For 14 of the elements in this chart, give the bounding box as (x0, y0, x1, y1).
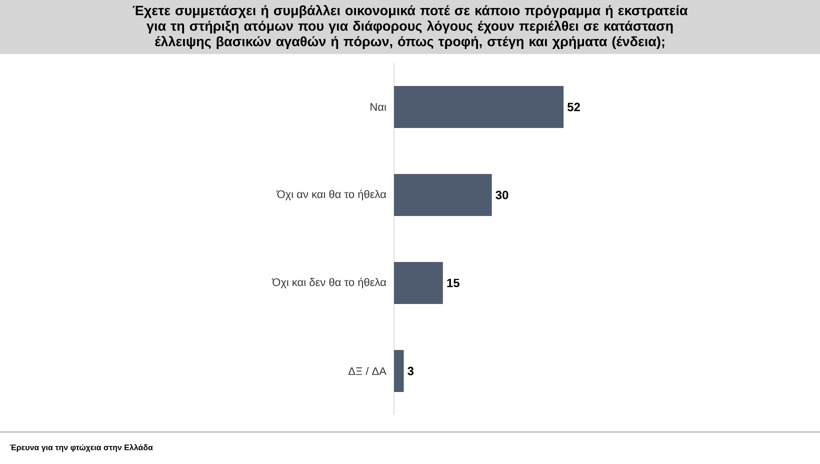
chart-title: Έχετε συμμετάσχει ή συμβάλλει οικονομικά ποτέ σε κάποιο πρόγραμμα ή εκστρατεία για τη στήριξη ατόμων που για διάφορους λόγους έχουν περιέλθει σε κατάσταση έλλειψης βασικών αγαθών ή πόρων, όπως τροφή, στέγη και χρήματα (ένδεια); (132, 5, 688, 49)
bar (394, 350, 404, 392)
y-tick-label: Όχι και δεν θα το ήθελα (272, 278, 386, 288)
y-tick-label: Όχι αν και θα το ήθελα (276, 190, 386, 200)
bar (394, 174, 492, 216)
text: Έρευνα για την φτώχεια στην Ελλάδα (10, 444, 153, 452)
y-tick-label: ΔΞ / ΔΑ (348, 366, 386, 376)
data-label: 15 (447, 278, 460, 288)
bar (394, 262, 443, 304)
data-label: 52 (567, 102, 580, 112)
data-label: 30 (496, 190, 508, 200)
bar (394, 86, 564, 128)
data-label: 3 (408, 366, 414, 376)
y-tick-label: Ναι (370, 103, 386, 111)
